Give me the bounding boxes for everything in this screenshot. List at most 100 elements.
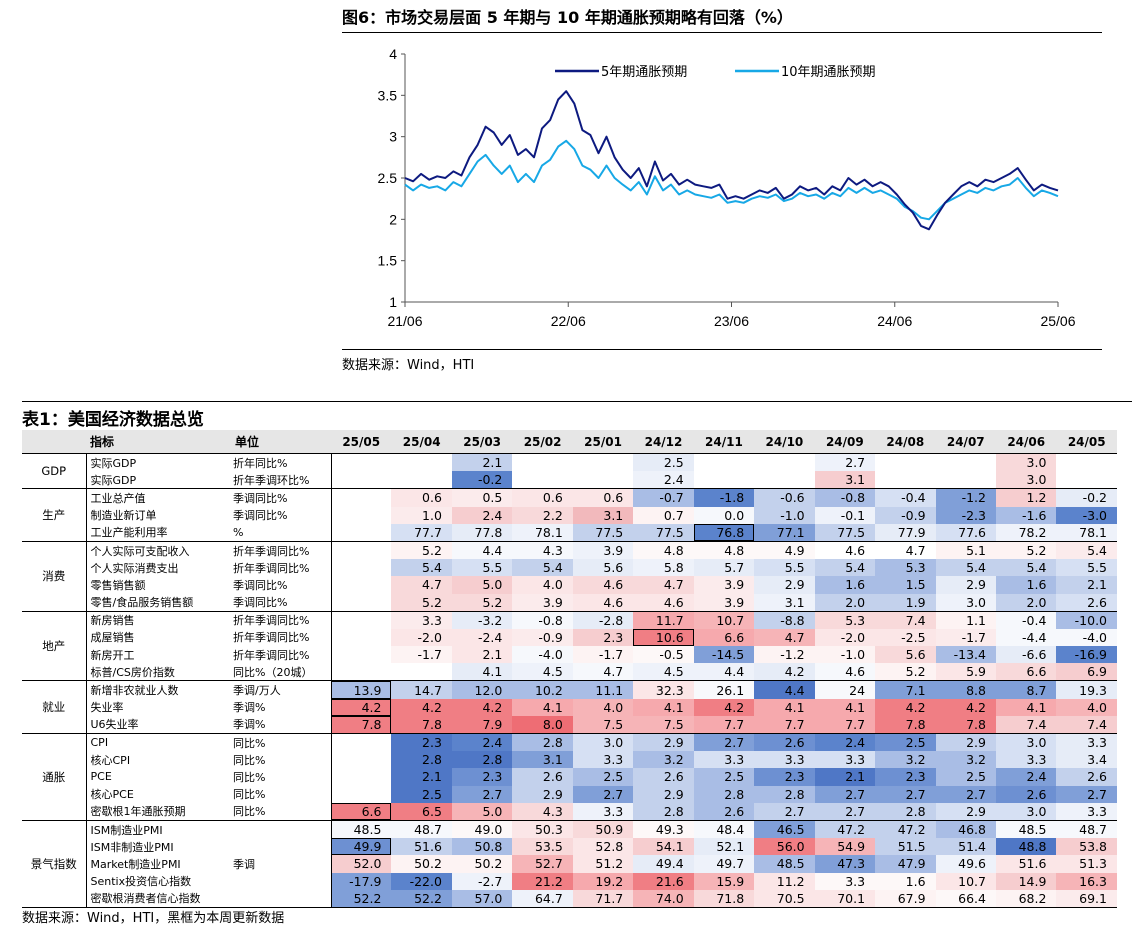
value-cell: 48.5 [754,855,815,873]
row-unit [231,889,332,908]
row-indicator: 工业总产值 [86,488,231,507]
value-cell [573,471,633,489]
value-cell: 4.6 [814,540,876,560]
value-cell: 4.6 [814,663,876,681]
value-cell: 7.4 [1056,715,1117,734]
value-cell: 3.1 [814,471,876,489]
value-cell: 2.5 [572,768,634,786]
value-cell: 13.9 [331,680,392,699]
value-cell: 7.1 [875,680,936,699]
row-group-label: 景气指数 [22,819,87,908]
value-cell: 48.7 [391,819,452,839]
value-cell: 4.2 [391,698,452,716]
value-cell: -2.8 [572,610,634,629]
y-tick-label: 1.5 [378,253,398,269]
value-cell: 4.2 [693,698,755,716]
value-cell: 2.8 [391,751,452,769]
value-cell: 4.7 [391,576,452,594]
value-cell: -22.0 [391,872,452,890]
value-cell: 77.1 [754,523,815,542]
row-indicator: 核心CPI [90,753,131,767]
table-row: 零售/食品服务销售额 季调同比% 5.2 5.2 3.9 4.6 4.6 3.9 3.1 2.0 1… [22,593,1117,612]
value-cell: 10.7 [693,610,755,629]
value-cell: 53.8 [1056,838,1117,856]
value-cell [331,524,391,542]
table-row: 通胀 CPI 同比% 2.3 2.4 2.8 3.0 2.9 2.7 2.6 2.4 2.5 2.9 3.… [22,733,1117,821]
value-cell: 71.7 [572,889,634,908]
y-tick-label: 4 [389,46,397,62]
value-cell: 4.2 [451,698,513,716]
value-cell: 77.6 [935,523,996,542]
value-cell: 77.7 [391,523,452,542]
value-cell: 48.7 [1056,819,1117,839]
value-cell: 5.0 [451,576,513,594]
value-cell: 51.2 [572,855,634,873]
value-cell: 2.8 [754,785,815,803]
value-cell: 5.4 [935,559,996,577]
row-indicator: 新增非农就业人数 [86,680,231,699]
table-row: 消费 个人实际可支配收入 折年季调同比% 5.2 4.4 4.3 3.9 4.8 4.8 4.9 4… [22,540,1117,612]
row-unit: 折年季调环比% [231,471,332,489]
value-cell: 3.2 [633,751,694,769]
value-cell [331,471,391,489]
value-cell: -0.8 [512,610,573,629]
value-cell: 8.8 [935,680,996,699]
value-cell: 77.5 [633,523,694,542]
value-cell: 7.8 [875,715,936,734]
header-indicator: 指标 [86,430,231,454]
x-tick-label: 22/06 [551,313,586,329]
value-cell: 2.6 [693,802,755,821]
header-period: 25/01 [572,430,634,454]
table-row: 失业率 季调% 4.2 4.2 4.2 4.1 4.0 4.1 4.2 4.1 4.1 4.2 4.2 4… [22,698,1117,716]
value-cell: 77.8 [451,523,513,542]
header-period: 24/06 [995,430,1057,454]
value-cell: 2.6 [754,733,815,752]
value-cell: 52.0 [331,855,392,873]
value-cell: 19.3 [1056,680,1117,699]
value-cell: 3.9 [693,576,755,594]
value-cell: 51.4 [935,838,996,856]
row-indicator: 实际GDP [90,473,137,487]
value-cell: 49.7 [693,855,755,873]
value-cell: 2.7 [572,785,634,803]
value-cell: -4.0 [1056,628,1117,647]
value-cell: 24 [814,680,876,699]
value-cell: 2.7 [814,785,876,803]
value-cell: 5.6 [875,646,936,664]
value-cell: 7.4 [995,715,1057,734]
value-cell: 67.9 [875,889,936,908]
value-cell: 0.6 [391,488,452,507]
value-cell: 5.9 [935,663,996,681]
y-tick-label: 2 [389,211,397,227]
value-cell: 3.9 [693,593,755,612]
value-cell [331,594,391,612]
value-cell: 5.4 [391,559,452,577]
value-cell: 2.6 [512,768,573,786]
value-cell: 5.6 [572,559,634,577]
value-cell: 4.9 [754,540,815,560]
value-cell: 49.0 [451,819,513,839]
value-cell [331,540,392,560]
row-unit: 季调同比% [231,593,332,612]
value-cell: 4.8 [693,540,755,560]
row-indicator: 失业率 [90,701,124,715]
value-cell: 2.8 [512,733,573,752]
row-indicator: CPI [86,733,231,752]
header-period: 24/08 [875,430,936,454]
value-cell: 71.8 [693,889,755,908]
value-cell: 2.5 [633,453,694,472]
value-cell: 47.2 [875,819,936,839]
value-cell: 47.2 [814,819,876,839]
value-cell: 4.0 [572,698,634,716]
value-cell: 7.9 [451,715,513,734]
s1-series-line [404,139,1059,221]
value-cell: 2.7 [814,802,876,821]
value-cell: 2.3 [451,768,513,786]
value-cell: 50.8 [451,838,513,856]
value-cell: 4.4 [451,540,513,560]
value-cell: 2.5 [875,733,936,752]
value-cell: 7.7 [693,715,755,734]
value-cell: 15.9 [693,872,755,890]
row-unit: 折年季调同比% [231,646,332,664]
value-cell: 2.1 [814,768,876,786]
